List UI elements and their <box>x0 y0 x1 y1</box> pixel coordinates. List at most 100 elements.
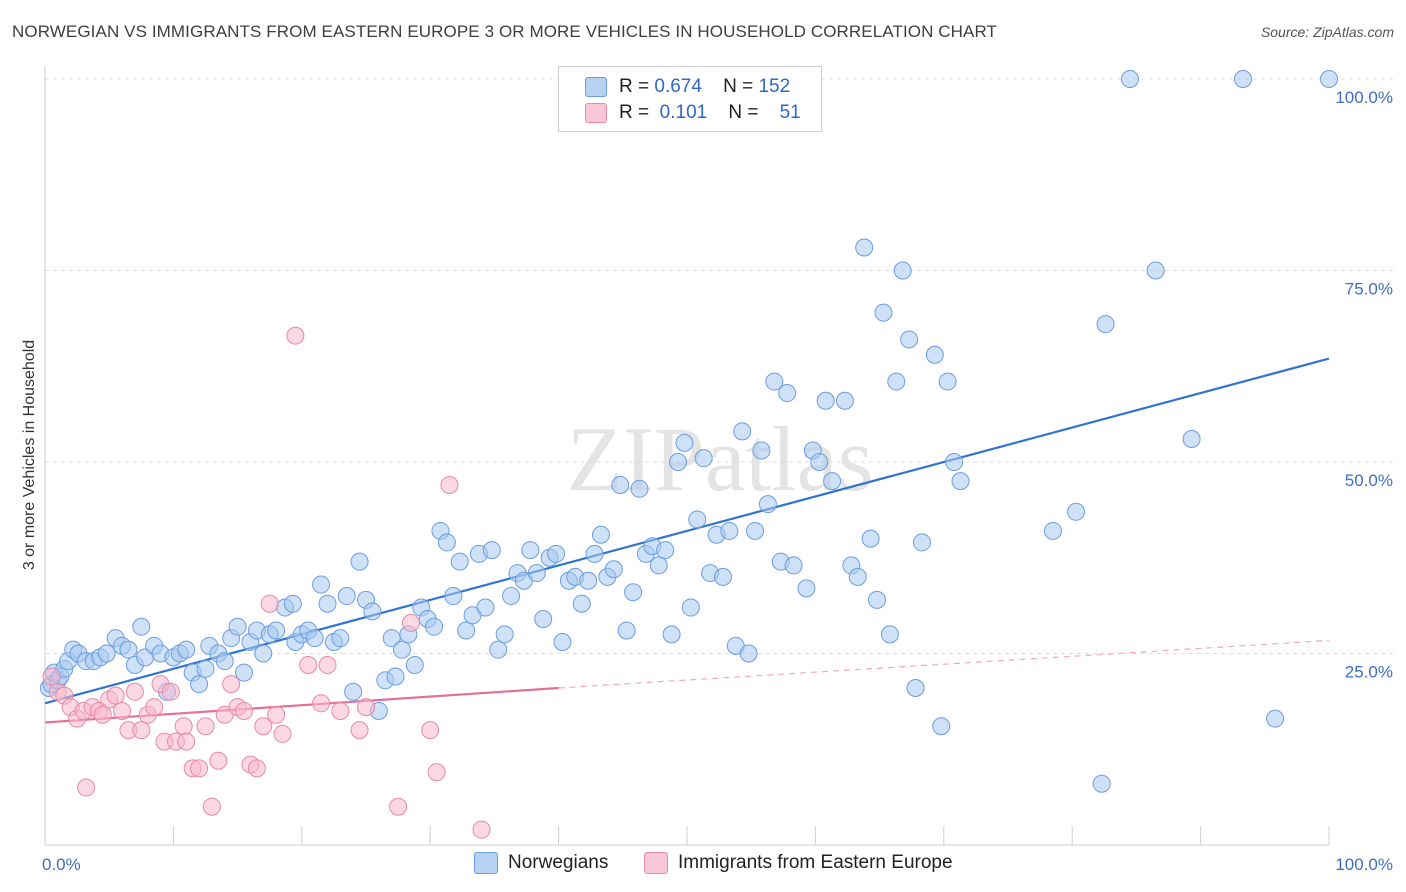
norwegian-point <box>611 475 630 494</box>
legend-swatch-norwegians <box>585 77 607 97</box>
norwegian-point <box>1146 261 1165 280</box>
norwegian-point <box>534 610 553 629</box>
tick-labels: 25.0% 50.0% 75.0% 100.0% 0.0% 100.0% <box>42 88 1393 874</box>
legend-swatch-immigrants <box>644 852 668 874</box>
norwegian-point <box>784 556 803 575</box>
immigrant-point <box>106 686 125 705</box>
norwegian-point <box>553 633 572 652</box>
series-legend: Norwegians Immigrants from Eastern Europ… <box>0 852 1406 878</box>
norwegian-point <box>337 587 356 606</box>
immigrant-point <box>132 721 151 740</box>
norwegian-point <box>392 640 411 659</box>
immigrant-point <box>286 326 305 345</box>
norwegian-point <box>489 640 508 659</box>
legend-n-label: N = <box>723 76 754 97</box>
norwegian-point <box>681 598 700 617</box>
immigrant-point <box>318 655 337 674</box>
norwegian-point <box>405 655 424 674</box>
norwegian-point <box>797 579 816 598</box>
norwegian-point <box>1092 774 1111 793</box>
norwegian-point <box>604 560 623 579</box>
legend-item-norwegians: Norwegians <box>474 852 608 874</box>
legend-n-value: 152 <box>758 76 791 97</box>
norwegian-point <box>848 567 867 586</box>
immigrant-point <box>42 667 61 686</box>
norwegian-point <box>746 521 765 540</box>
norwegian-point <box>765 372 784 391</box>
immigrant-point <box>350 721 369 740</box>
immigrant-point <box>247 759 266 778</box>
norwegian-point <box>132 617 151 636</box>
y-tick-label: 100.0% <box>1335 88 1393 107</box>
norwegian-point <box>482 541 501 560</box>
norwegian-point <box>630 479 649 498</box>
immigrant-point <box>93 705 112 724</box>
immigrant-point <box>254 717 273 736</box>
norwegian-point <box>450 552 469 571</box>
norwegian-point <box>235 663 254 682</box>
norwegian-point <box>425 617 444 636</box>
norwegian-point <box>1120 70 1139 88</box>
legend-n-value: 51 <box>779 102 801 123</box>
norwegian-point <box>331 629 350 648</box>
immigrant-point <box>235 701 254 720</box>
immigrant-point <box>299 655 318 674</box>
norwegian-point <box>835 391 854 410</box>
immigrant-point <box>209 751 228 770</box>
norwegian-point <box>675 433 694 452</box>
norwegian-point <box>283 594 302 613</box>
norwegian-point <box>119 640 138 659</box>
immigrant-point <box>440 475 459 494</box>
norwegian-point <box>932 717 951 736</box>
norwegian-point <box>662 625 681 644</box>
axes <box>44 66 1330 846</box>
norwegian-point <box>816 391 835 410</box>
norwegian-point <box>318 594 337 613</box>
norwegian-point <box>778 384 797 403</box>
norwegian-point <box>382 629 401 648</box>
norwegian-point <box>344 682 363 701</box>
gridlines <box>45 78 1394 654</box>
norwegian-point <box>190 675 209 694</box>
source-label: Source: ZipAtlas.com <box>1260 24 1394 40</box>
norwegian-point <box>925 345 944 364</box>
data-points <box>39 70 1338 839</box>
norwegian-point <box>868 590 887 609</box>
immigrant-point <box>222 675 241 694</box>
immigrant-point <box>113 701 132 720</box>
norwegian-point <box>713 567 732 586</box>
norwegian-point <box>1043 521 1062 540</box>
immigrant-point <box>427 763 446 782</box>
norwegian-point <box>1266 709 1285 728</box>
immigrant-point <box>161 682 180 701</box>
norwegian-point <box>363 602 382 621</box>
legend-n-label: N = <box>728 102 759 123</box>
immigrant-point <box>267 705 286 724</box>
norwegian-point <box>476 598 495 617</box>
norwegian-point <box>1233 70 1252 88</box>
immigrant-point <box>312 694 331 713</box>
immigrant-point <box>174 717 193 736</box>
norwegian-point <box>527 564 546 583</box>
norwegian-point <box>624 583 643 602</box>
norwegian-point <box>177 640 196 659</box>
norwegian-point <box>752 441 771 460</box>
norwegian-point <box>656 541 675 560</box>
legend-label-norwegians: Norwegians <box>508 852 609 873</box>
immigrants-trend-line-extension <box>558 639 1330 689</box>
norwegian-point <box>312 575 331 594</box>
immigrant-point <box>260 594 279 613</box>
x-tick-label: 0.0% <box>42 855 81 874</box>
norwegian-point <box>350 552 369 571</box>
norwegian-point <box>733 422 752 441</box>
legend-r-label: R = <box>619 102 650 123</box>
norwegian-point <box>572 594 591 613</box>
norwegian-point <box>893 261 912 280</box>
norwegian-point <box>880 625 899 644</box>
norwegian-point <box>254 644 273 663</box>
immigrant-point <box>421 721 440 740</box>
chart-title: NORWEGIAN VS IMMIGRANTS FROM EASTERN EUR… <box>12 22 998 41</box>
norwegian-point <box>267 621 286 640</box>
norwegian-point <box>1096 315 1115 334</box>
